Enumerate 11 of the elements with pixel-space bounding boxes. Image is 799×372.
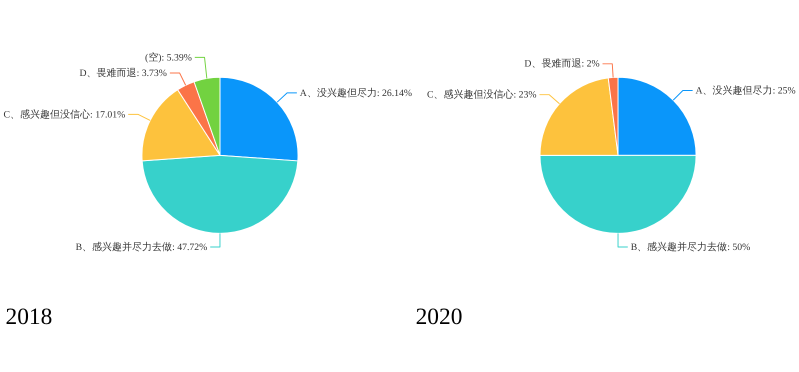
slice-label: C、感兴趣但没信心: 17.01% [4, 108, 126, 120]
slice-label: B、感兴趣并尽力去做: 50% [630, 240, 750, 253]
slice-label: (空): 5.39% [145, 51, 192, 64]
slice-label: D、畏难而退: 2% [524, 58, 600, 70]
text: 2018 [5, 304, 52, 330]
slice-label: B、感兴趣并尽力去做: 47.72% [76, 240, 208, 253]
text: 2020 [416, 304, 462, 330]
slice-label: C、感兴趣但没信心: 23% [427, 88, 537, 101]
slice-label: A、没兴趣但尽力: 25% [696, 84, 796, 96]
slice-label: A、没兴趣但尽力: 26.14% [300, 86, 412, 99]
slice-label: D、畏难而退: 3.73% [80, 66, 167, 79]
